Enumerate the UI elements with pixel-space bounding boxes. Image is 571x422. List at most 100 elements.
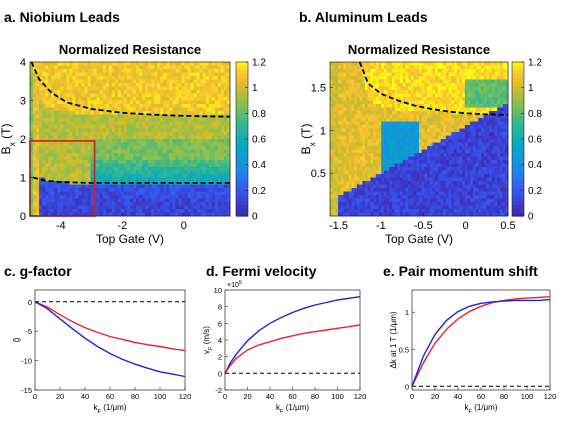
heatmap-cell [178,184,182,189]
heatmap-cell [217,177,222,182]
heatmap-cell [51,93,55,98]
heatmap-cell [63,100,67,105]
heatmap-cell [386,195,390,199]
heatmap-cell [148,153,152,157]
heatmap-cell [105,114,110,119]
heatmap-cell [370,86,374,91]
heatmap-cell [42,156,46,161]
heatmap-cell [408,93,412,98]
heatmap-cell [99,160,104,164]
heatmap-cell [359,163,363,168]
heatmap-cell [87,195,92,199]
heatmap-cell [389,177,393,182]
heatmap-cell [187,156,192,161]
heatmap-cell [78,188,82,192]
heatmap-cell [400,184,404,189]
heatmap-cell [211,191,216,196]
heatmap-cell [351,69,355,73]
heatmap-cell [42,163,46,168]
heatmap-cell [160,160,164,164]
heatmap-cell [413,93,417,98]
heatmap-cell [169,198,173,203]
heatmap-cell [202,83,207,87]
heatmap-cell [172,170,176,175]
heatmap-cell [75,153,79,157]
heatmap-cell [378,198,382,203]
heatmap-cell [48,86,52,91]
heatmap-cell [81,209,85,213]
heatmap-cell [78,181,82,185]
heatmap-cell [96,125,101,129]
heatmap-cell [145,121,149,126]
heatmap-cell [351,188,355,192]
heatmap-cell [54,111,58,115]
heatmap-cell [443,132,447,136]
heatmap-cell [359,170,363,175]
heatmap-cell [108,132,113,136]
heatmap-cell [190,79,195,84]
heatmap-cell [405,146,409,150]
heatmap-cell [351,205,355,210]
heatmap-cell [151,62,155,66]
heatmap-cell [381,65,385,70]
heatmap-cell [151,111,155,115]
heatmap-cell [48,188,52,192]
heatmap-cell [348,198,352,203]
heatmap-cell [389,135,393,140]
heatmap-cell [51,107,55,112]
heatmap-cell [375,132,379,136]
heatmap-cell [365,142,369,147]
heatmap-cell [42,212,46,217]
heatmap-cell [332,212,336,217]
heatmap-cell [145,191,149,196]
heatmap-cell [365,174,369,178]
heatmap-cell [448,142,452,147]
heatmap-cell [166,181,170,185]
heatmap-cell [172,167,176,171]
heatmap-cell [214,153,219,157]
heatmap-cell [57,97,61,101]
heatmap-cell [36,97,40,101]
heatmap-cell [51,83,55,87]
heatmap-cell [220,188,225,192]
heatmap-cell [217,83,222,87]
heatmap-cell [410,149,415,154]
heatmap-cell [69,205,73,210]
heatmap-cell [356,125,361,129]
heatmap-cell [354,142,358,147]
heatmap-cell [57,209,61,213]
heatmap-cell [111,93,116,98]
heatmap-cell [66,69,70,73]
heatmap-cell [199,149,204,154]
heatmap-cell [220,93,225,98]
heatmap-cell [57,153,61,157]
heatmap-cell [394,198,398,203]
heatmap-cell [54,153,58,157]
heatmap-cell [343,174,347,178]
heatmap-cell [330,149,334,154]
heatmap-cell [169,128,173,133]
heatmap-cell [419,188,423,192]
heatmap-cell [402,104,406,108]
heatmap-cell [133,69,137,73]
heatmap-cell [226,76,231,80]
heatmap-cell [163,76,167,80]
heatmap-cell [136,167,140,171]
heatmap-cell [190,191,195,196]
heatmap-cell [343,121,347,126]
heatmap-cell [63,170,67,175]
heatmap-cell [96,128,101,133]
heatmap-cell [419,156,423,161]
heatmap-cell [211,188,216,192]
heatmap-cell [190,146,195,150]
heatmap-cell [392,132,396,136]
heatmap-cell [429,202,433,206]
heatmap-cell [93,76,98,80]
heatmap-cell [120,174,125,178]
heatmap-cell [205,146,210,150]
heatmap-cell [81,93,85,98]
heatmap-cell [432,79,436,84]
heatmap-cell [172,149,176,154]
heatmap-cell [30,79,34,84]
heatmap-cell [448,76,452,80]
